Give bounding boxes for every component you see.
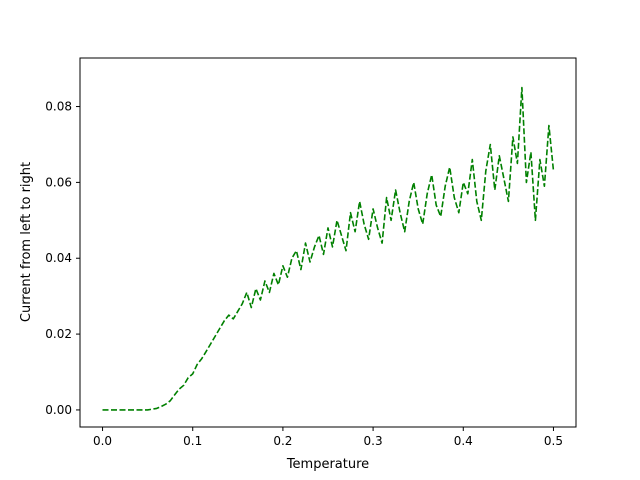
series-layer bbox=[102, 86, 555, 411]
series-line bbox=[102, 86, 555, 411]
x-axis-label: Temperature bbox=[286, 457, 369, 472]
x-tick-label: 0.3 bbox=[364, 434, 383, 448]
y-tick-label: 0.04 bbox=[45, 251, 72, 265]
axes-frame bbox=[79, 57, 577, 428]
x-tick-label: 0.1 bbox=[183, 434, 202, 448]
y-tick-label: 0.06 bbox=[45, 175, 72, 189]
plot-area bbox=[80, 58, 576, 427]
x-tick-label: 0.2 bbox=[273, 434, 292, 448]
y-tick-label: 0.08 bbox=[45, 100, 72, 114]
x-tick-label: 0.4 bbox=[454, 434, 473, 448]
x-tick-label: 0.5 bbox=[544, 434, 563, 448]
x-tick-label: 0.0 bbox=[93, 434, 112, 448]
y-tick-label: 0.02 bbox=[45, 327, 72, 341]
y-tick-label: 0.00 bbox=[45, 403, 72, 417]
x-ticks: 0.0 0.1 0.2 0.3 0.4 0.5 bbox=[93, 427, 563, 448]
y-ticks: 0.00 0.02 0.04 0.06 0.08 bbox=[45, 100, 80, 417]
y-axis-label: Current from left to right bbox=[19, 162, 34, 322]
